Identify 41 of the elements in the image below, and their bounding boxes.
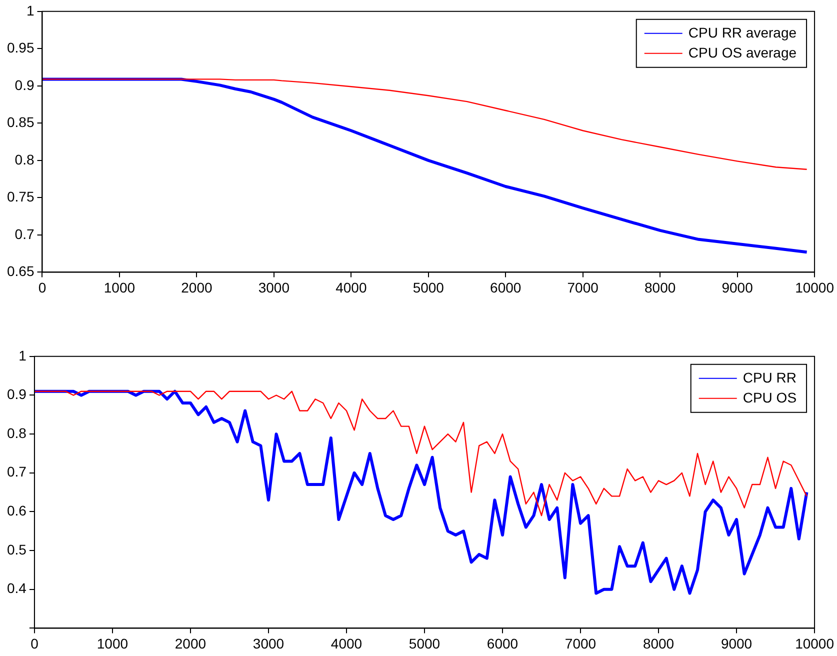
- y-tick-label: 0.8: [14, 151, 34, 168]
- x-tick-label: 4000: [336, 279, 367, 296]
- x-tick-label: 8000: [642, 635, 674, 652]
- y-tick-label: 0.7: [14, 226, 34, 242]
- x-tick-label: 3000: [258, 279, 290, 296]
- y-tick-label: 0.95: [7, 40, 34, 56]
- y-tick-label: 0.5: [6, 541, 27, 558]
- x-tick-label: 0: [30, 635, 39, 652]
- y-tick-label: 0.6: [6, 502, 27, 519]
- x-tick-label: 1000: [104, 279, 136, 296]
- x-tick-label: 9000: [722, 279, 754, 296]
- y-tick-label: 0.7: [6, 464, 27, 480]
- y-tick-label: 0.8: [6, 424, 27, 441]
- x-tick-label: 10000: [795, 635, 834, 652]
- x-tick-label: 6000: [490, 279, 522, 296]
- y-tick-label: 0.4: [6, 580, 27, 596]
- x-tick-label: 6000: [486, 635, 518, 652]
- x-tick-label: 7000: [567, 279, 599, 296]
- x-tick-label: 7000: [564, 635, 596, 652]
- x-tick-label: 5000: [412, 279, 444, 296]
- x-tick-label: 9000: [720, 635, 752, 652]
- legend-label: CPU OS average: [688, 44, 797, 60]
- y-tick-label: 1: [26, 2, 34, 18]
- y-tick-label: 0.9: [6, 386, 27, 402]
- y-tick-label: 1: [18, 347, 27, 364]
- y-tick-label: 0.75: [7, 188, 34, 205]
- x-tick-label: 2000: [174, 635, 206, 652]
- x-tick-label: 1000: [96, 635, 128, 652]
- x-tick-label: 3000: [252, 635, 284, 652]
- x-tick-label: 0: [38, 279, 46, 296]
- x-tick-label: 5000: [408, 635, 440, 652]
- x-tick-label: 10000: [795, 279, 834, 296]
- x-tick-label: 4000: [330, 635, 362, 652]
- x-tick-label: 8000: [644, 279, 676, 296]
- x-tick-label: 2000: [181, 279, 212, 296]
- y-tick-label: 0.85: [7, 114, 34, 130]
- y-tick-label: 0.65: [7, 263, 34, 280]
- legend-label: CPU OS: [742, 389, 797, 406]
- y-tick-label: 0.9: [14, 76, 34, 93]
- legend-label: CPU RR average: [688, 24, 797, 40]
- legend-label: CPU RR: [742, 369, 797, 386]
